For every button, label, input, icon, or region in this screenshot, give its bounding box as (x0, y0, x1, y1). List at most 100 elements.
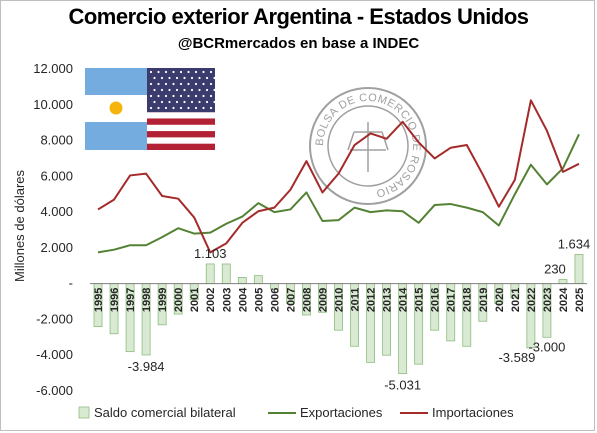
data-label: 1.634 (558, 236, 591, 251)
star-icon (175, 100, 179, 104)
x-tick-label: 1998 (141, 288, 153, 312)
star-icon (198, 88, 201, 92)
star-icon (183, 76, 186, 80)
saldo-bar (221, 263, 231, 285)
star-icon (157, 106, 160, 110)
exportaciones-line (97, 133, 580, 254)
y-axis: -6.000-4.000-2.000-2.0004.0006.0008.0001… (33, 61, 73, 398)
star-icon (194, 70, 198, 74)
saldo-bar (574, 254, 584, 285)
usa-flag-stripe (147, 118, 215, 125)
star-icon (202, 106, 205, 110)
seal-inner-ring (327, 105, 409, 187)
star-icon (179, 106, 183, 110)
x-tick-label: 2017 (446, 288, 458, 312)
x-tick-label: 2014 (398, 287, 410, 312)
star-icon (175, 88, 179, 92)
star-icon (194, 82, 198, 86)
star-icon (164, 82, 168, 86)
star-icon (205, 76, 209, 80)
star-icon (179, 82, 183, 86)
star-icon (202, 82, 205, 86)
star-icon (160, 76, 164, 80)
y-tick-label: 8.000 (40, 133, 73, 148)
x-tick-label: 1997 (125, 288, 137, 312)
x-tick-label: 2013 (382, 288, 394, 312)
legend-swatch-saldo (78, 406, 90, 419)
star-icon (153, 100, 156, 104)
star-icon (187, 82, 190, 86)
star-icon (149, 106, 153, 110)
data-label: 1.103 (194, 246, 227, 261)
x-tick-label: 2002 (205, 288, 217, 312)
x-tick-label: 2003 (221, 288, 233, 312)
data-label: -5.031 (384, 378, 421, 393)
x-tick-label: 2010 (334, 288, 346, 312)
star-icon (164, 94, 168, 98)
star-icon (194, 106, 198, 110)
star-icon (187, 70, 190, 74)
star-icon (149, 82, 153, 86)
legend-label-saldo: Saldo comercial bilateral (94, 405, 236, 420)
data-label: -3.984 (128, 359, 165, 374)
usa-flag-stripe (147, 143, 215, 150)
seal-outer-ring (309, 87, 427, 205)
star-icon (175, 76, 179, 80)
x-tick-label: 2006 (269, 288, 281, 312)
star-icon (179, 70, 183, 74)
x-tick-label: 2019 (478, 288, 490, 312)
star-icon (198, 76, 201, 80)
argentina-flag-top-stripe (85, 68, 147, 95)
star-icon (209, 82, 213, 86)
star-icon (209, 70, 213, 74)
x-tick-label: 2005 (253, 288, 265, 312)
y-tick-label: -6.000 (36, 383, 73, 398)
x-tick-label: 2000 (173, 288, 185, 312)
chart-title: Comercio exterior Argentina - Estados Un… (68, 4, 529, 29)
star-icon (157, 82, 160, 86)
star-icon (172, 70, 175, 74)
star-icon (172, 106, 175, 110)
data-label: -3.000 (528, 339, 565, 354)
x-tick-label: 2015 (414, 288, 426, 312)
y-tick-label: 10.000 (33, 97, 73, 112)
data-label: -3.589 (498, 350, 535, 365)
data-labels: -3.984 1.103 -5.031 -3.589-3.000 230 1.634 (128, 236, 591, 392)
star-icon (213, 88, 216, 92)
x-tick-label: 1996 (109, 288, 121, 312)
star-icon (153, 76, 156, 80)
saldo-bar (205, 263, 215, 285)
star-icon (202, 94, 205, 98)
y-tick-label: 6.000 (40, 168, 73, 183)
data-label: 230 (544, 262, 566, 277)
star-icon (153, 88, 156, 92)
star-icon (149, 94, 153, 98)
y-tick-label: -4.000 (36, 347, 73, 362)
star-icon (172, 94, 175, 98)
x-tick-label: 2004 (237, 287, 249, 312)
y-tick-label: 4.000 (40, 204, 73, 219)
x-tick-label: 2012 (366, 288, 378, 312)
star-icon (198, 100, 201, 104)
star-icon (164, 70, 168, 74)
x-tick-label: 2011 (350, 288, 362, 312)
star-icon (168, 76, 171, 80)
x-tick-label: 2025 (574, 288, 586, 312)
importaciones-line (97, 99, 580, 254)
y-tick-label: 12.000 (33, 61, 73, 76)
x-tick-label: 2020 (494, 288, 506, 312)
y-tick-label: 2.000 (40, 240, 73, 255)
star-icon (183, 100, 186, 104)
y-tick-label: -2.000 (36, 311, 73, 326)
chart-subtitle: @BCRmercados en base a INDEC (177, 35, 420, 52)
x-tick-label: 2022 (526, 288, 538, 312)
x-tick-label: 2001 (189, 288, 201, 312)
legend-label-importaciones: Importaciones (432, 405, 514, 420)
x-axis-ticks: 1995 1996 1997 1998 1999 2000 2001 2002 2003 2004… (93, 287, 586, 312)
star-icon (194, 94, 198, 98)
series-lines (97, 99, 580, 254)
star-icon (209, 106, 213, 110)
star-icon (164, 106, 168, 110)
star-icon (187, 106, 190, 110)
